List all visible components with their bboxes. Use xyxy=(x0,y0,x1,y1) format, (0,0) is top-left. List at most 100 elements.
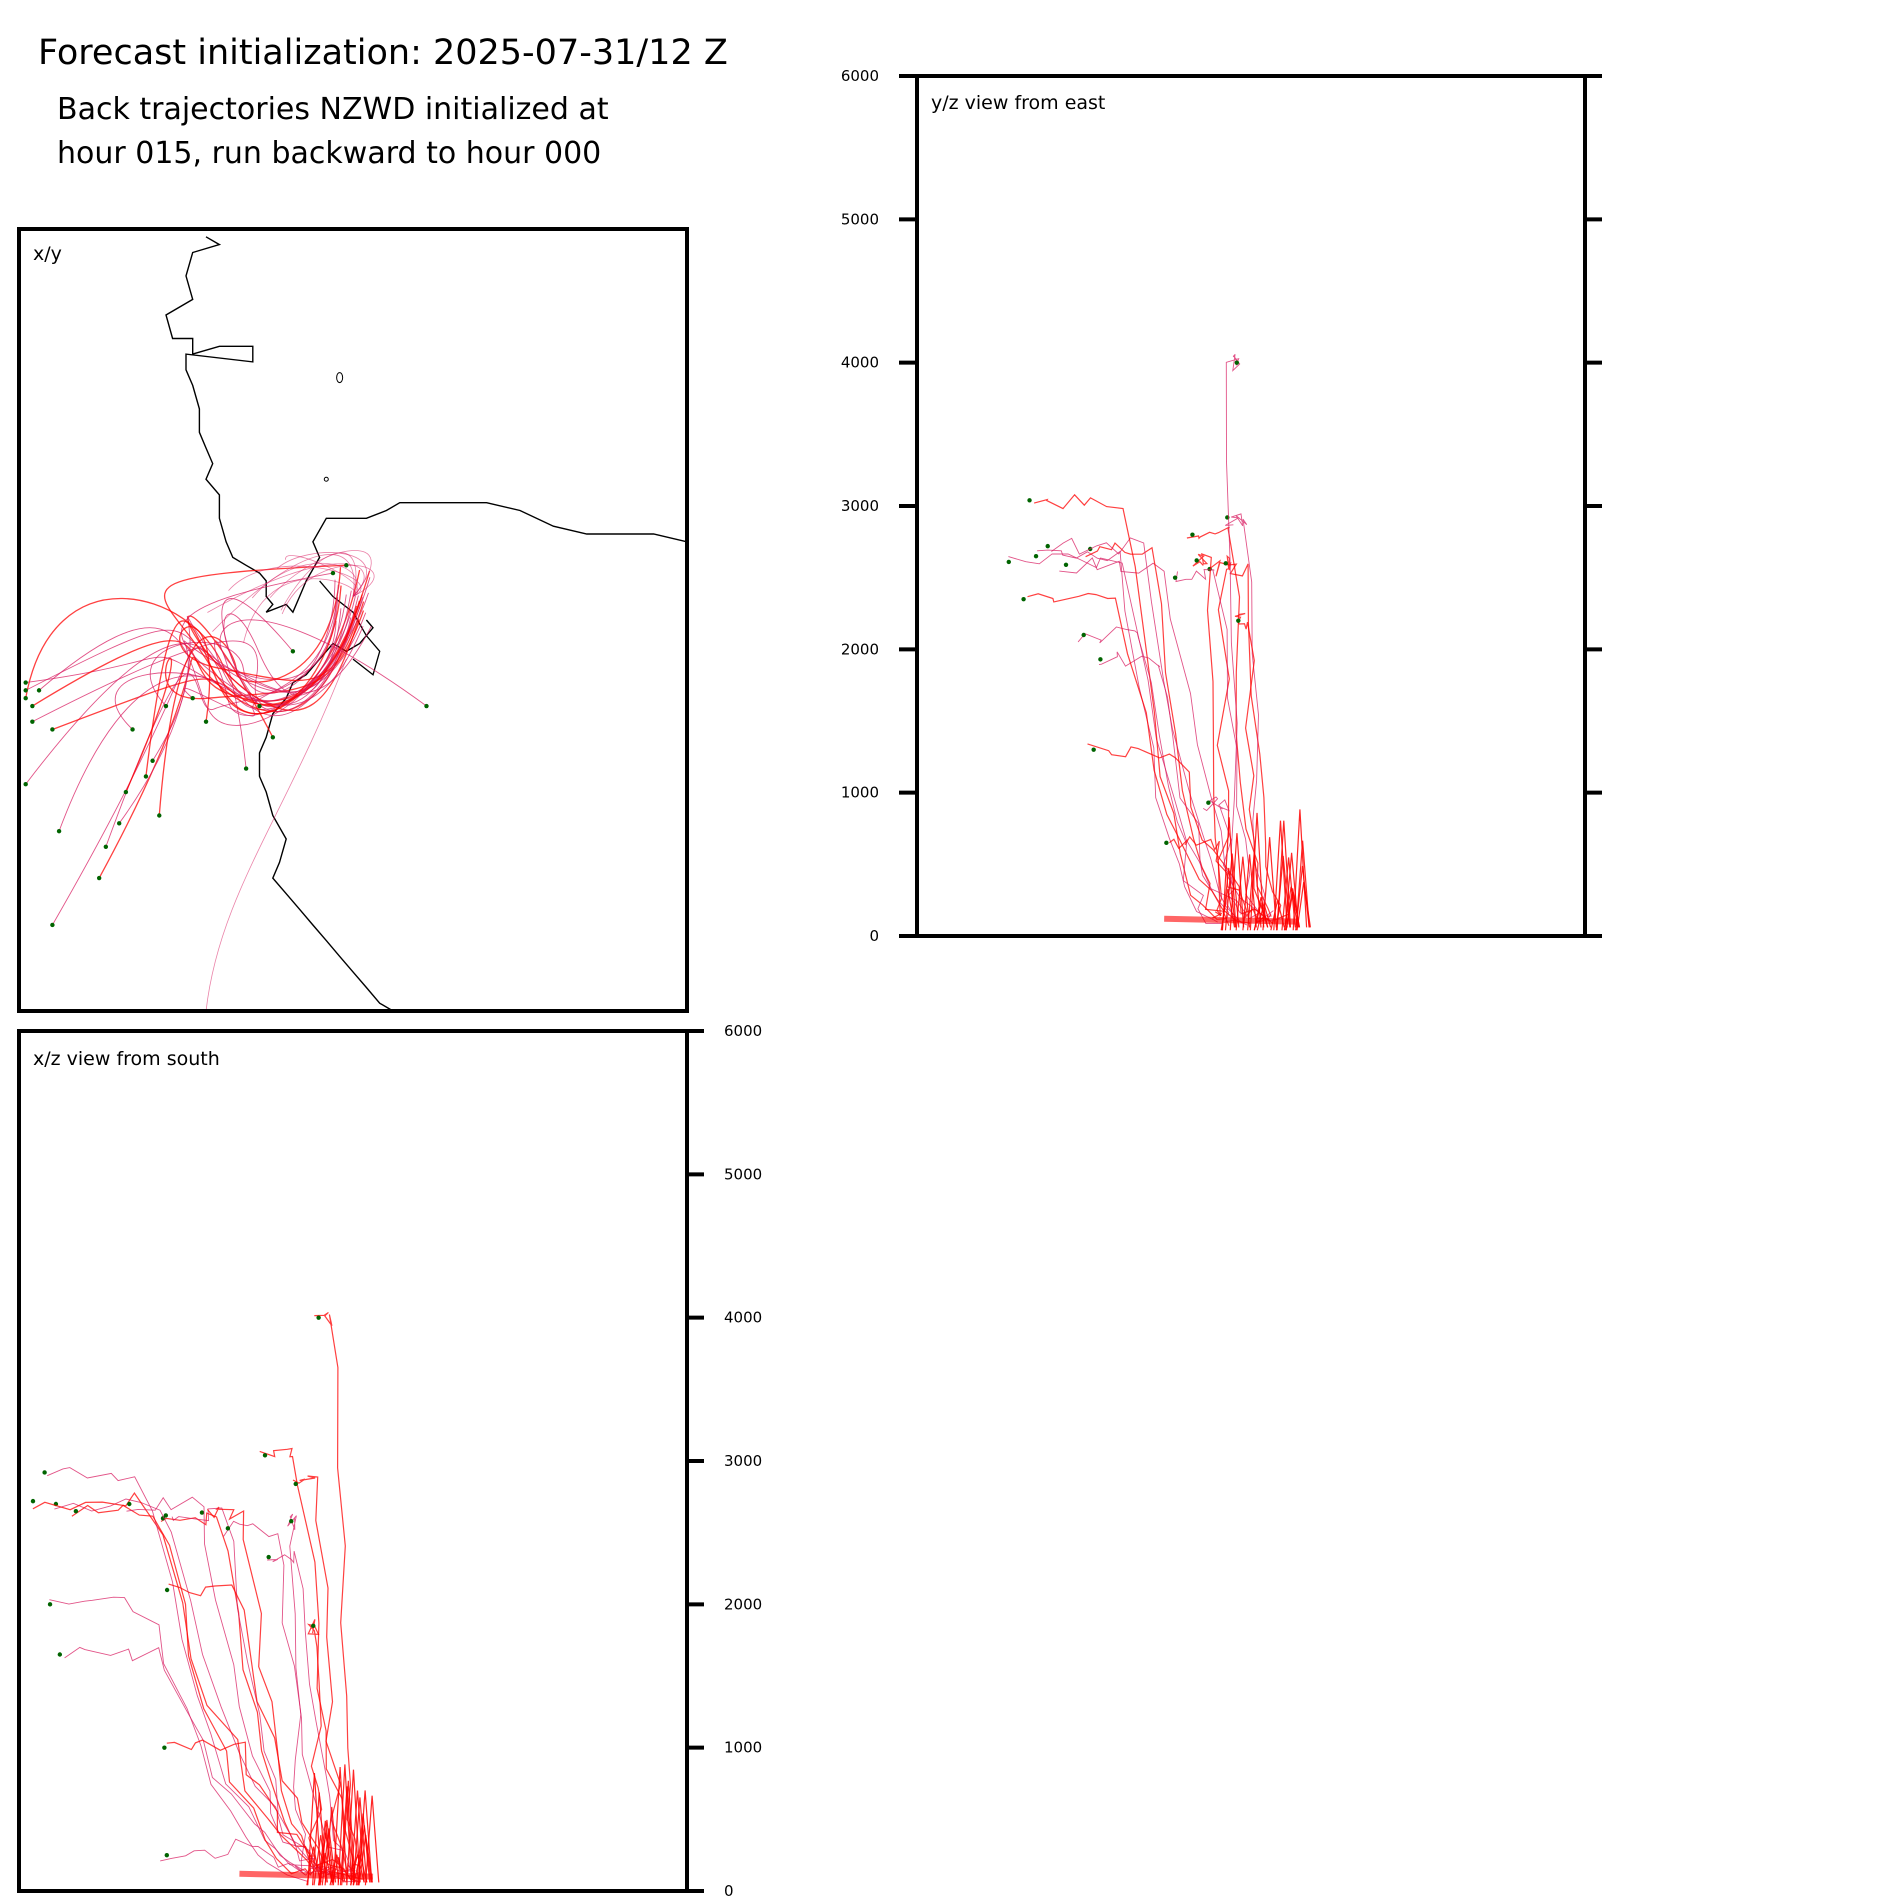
trajectory-line xyxy=(25,595,356,785)
trajectory-endpoint xyxy=(311,1623,316,1629)
figure-subtitle-line2: hour 015, run backward to hour 000 xyxy=(57,136,601,171)
trajectory-line xyxy=(25,577,371,702)
trajectory-endpoint xyxy=(130,727,135,732)
trajectory-endpoint xyxy=(1234,360,1240,365)
trajectory-endpoint xyxy=(73,1508,79,1514)
xz-frame xyxy=(17,1029,689,1893)
z-tick-label: 5000 xyxy=(724,1165,762,1183)
trajectory-endpoint xyxy=(199,1510,205,1515)
trajectory-endpoint xyxy=(164,1587,170,1593)
trajectory-endpoint xyxy=(1172,575,1178,580)
trajectory-endpoint xyxy=(225,1526,231,1531)
trajectory-line xyxy=(1033,493,1227,920)
trajectory-spike xyxy=(1276,820,1292,931)
trajectory-line xyxy=(71,1504,312,1876)
xz-axis: 0 1000 2000 3000 4000 5000 6000 xyxy=(687,1022,762,1900)
yz-plot-area xyxy=(1006,354,1312,931)
trajectory-spike xyxy=(1281,857,1296,931)
island xyxy=(336,372,344,384)
trajectory-spike xyxy=(318,1820,333,1886)
trajectory-endpoint xyxy=(1091,747,1096,752)
trajectory-endpoint xyxy=(266,1554,271,1560)
trajectory-spike xyxy=(1221,817,1237,931)
trajectory-endpoint xyxy=(190,696,195,701)
trajectory-line xyxy=(205,658,347,1011)
trajectory-endpoint xyxy=(1021,596,1026,602)
trajectory-spike xyxy=(355,1813,371,1886)
trajectory-endpoint xyxy=(56,828,62,834)
trajectory-endpoint xyxy=(1045,543,1050,549)
trajectory-line xyxy=(207,563,365,613)
figure-title: Forecast initialization: 2025-07-31/12 Z xyxy=(38,33,728,73)
trajectory-endpoint xyxy=(23,688,28,693)
trajectory-endpoint xyxy=(257,703,262,709)
z-tick-label: 1000 xyxy=(841,784,879,802)
trajectory-line xyxy=(126,1496,334,1875)
trajectory-endpoint xyxy=(30,1498,36,1504)
trajectory-endpoint xyxy=(1081,632,1086,638)
trajectory-endpoint xyxy=(1236,618,1241,623)
trajectory-line xyxy=(49,1596,309,1882)
trajectory-line xyxy=(314,1312,359,1874)
trajectory-endpoint xyxy=(1098,657,1103,662)
trajectory-endpoint xyxy=(42,1470,47,1475)
trajectory-endpoint xyxy=(289,1519,294,1524)
trajectory-endpoint xyxy=(163,1513,169,1518)
trajectory-endpoint xyxy=(30,703,35,709)
z-tick-label: 2000 xyxy=(724,1595,762,1613)
yz-frame xyxy=(915,74,1587,938)
trajectory-endpoint xyxy=(1206,800,1211,805)
trajectory-endpoint xyxy=(1063,562,1069,567)
z-tick-label: 6000 xyxy=(841,67,879,85)
trajectory-line xyxy=(58,594,347,832)
trajectory-line xyxy=(1037,549,1218,923)
trajectory-line xyxy=(180,572,364,706)
trajectory-line xyxy=(105,602,337,847)
trajectory-spike xyxy=(1235,856,1251,931)
trajectory-endpoint xyxy=(103,844,109,849)
trajectory-spike xyxy=(1247,852,1262,931)
trajectory-spike xyxy=(1224,853,1240,931)
xy-panel-label: x/y xyxy=(33,243,62,265)
trajectory-line xyxy=(179,601,365,722)
trajectory-line xyxy=(1077,626,1222,925)
trajectory-endpoint xyxy=(270,735,276,740)
trajectory-endpoint xyxy=(424,703,429,709)
trajectory-spike xyxy=(364,1795,380,1886)
z-tick-label: 4000 xyxy=(841,354,879,372)
trajectory-endpoint xyxy=(150,758,155,763)
trajectory-endpoint xyxy=(1223,561,1228,566)
trajectory-spike xyxy=(313,1835,328,1886)
trajectory-line xyxy=(183,584,339,717)
trajectory-line xyxy=(269,550,372,598)
trajectory-bundle xyxy=(1164,915,1298,925)
z-tick-label: 0 xyxy=(724,1882,734,1900)
trajectory-spike xyxy=(352,1797,368,1886)
yz-panel-label: y/z view from east xyxy=(931,92,1105,114)
trajectory-endpoint xyxy=(344,563,349,568)
trajectory-line xyxy=(1027,592,1251,924)
panel-xy: x/y xyxy=(17,227,689,1013)
trajectory-line xyxy=(1051,537,1248,926)
trajectory-endpoint xyxy=(203,719,209,724)
trajectory-line xyxy=(1225,513,1272,925)
z-tick-label: 4000 xyxy=(724,1309,762,1327)
trajectory-spike xyxy=(1295,840,1310,931)
trajectory-line xyxy=(1059,557,1284,922)
trajectory-line xyxy=(1192,552,1223,919)
trajectory-endpoint xyxy=(47,1602,53,1607)
trajectory-line xyxy=(251,562,358,599)
trajectory-endpoint xyxy=(23,782,28,787)
trajectory-line xyxy=(163,564,361,706)
trajectory-line xyxy=(171,1507,334,1879)
trajectory-line xyxy=(277,552,368,597)
trajectory-endpoint xyxy=(162,1745,167,1750)
figure-subtitle-line1: Back trajectories NZWD initialized at xyxy=(57,92,609,127)
trajectory-endpoint xyxy=(163,703,169,709)
trajectory-spike xyxy=(332,1766,348,1886)
trajectory-line xyxy=(287,1513,306,1876)
trajectory-endpoint xyxy=(290,649,296,654)
z-tick-label: 1000 xyxy=(724,1739,762,1757)
trajectory-endpoint xyxy=(1164,840,1169,846)
